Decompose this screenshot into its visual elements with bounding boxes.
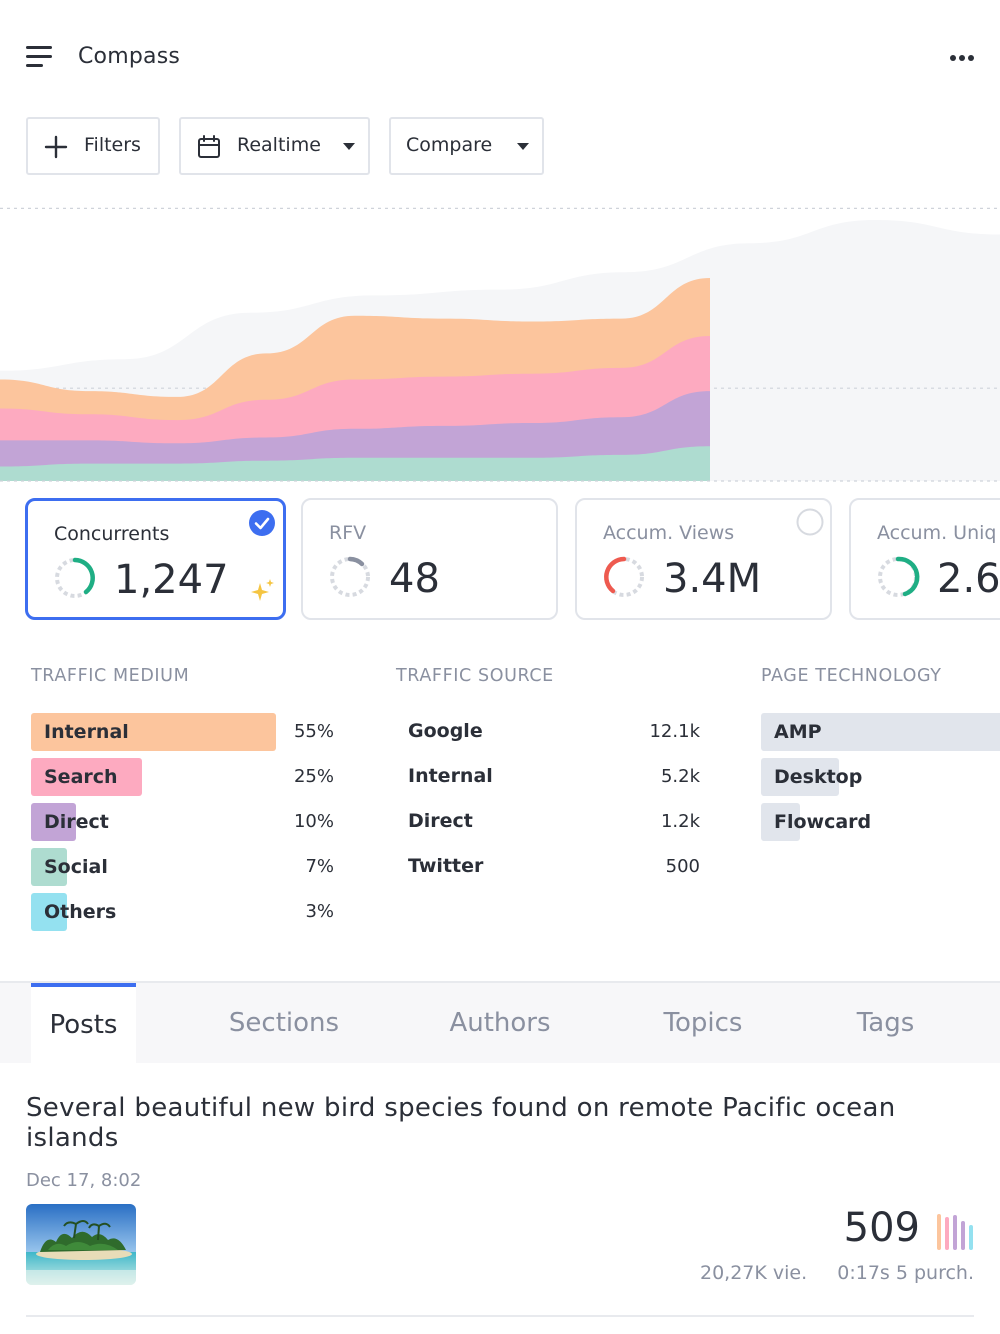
filters-label: Filters bbox=[84, 134, 141, 156]
medium-percent: 25% bbox=[293, 766, 334, 787]
medium-label: Internal bbox=[44, 721, 129, 743]
medium-bar-fill bbox=[31, 803, 76, 841]
series-area-social bbox=[0, 446, 710, 481]
tech-row-amp[interactable]: AMP bbox=[761, 713, 1000, 751]
medium-row-social[interactable]: Social bbox=[31, 848, 276, 886]
tab-authors[interactable]: Authors bbox=[449, 1008, 551, 1038]
gauge-icon bbox=[604, 556, 644, 597]
medium-bar-fill bbox=[31, 713, 276, 751]
medium-label: Others bbox=[44, 901, 117, 923]
page-technology-title: PAGE TECHNOLOGY bbox=[761, 666, 942, 686]
tech-row-desktop[interactable]: Desktop bbox=[761, 758, 1000, 796]
select-circle-icon[interactable] bbox=[796, 508, 824, 536]
menu-icon[interactable] bbox=[26, 46, 54, 72]
tech-label: Desktop bbox=[774, 766, 863, 788]
post-concurrents: 509 bbox=[843, 1205, 920, 1251]
kpi-card-rfv[interactable]: RFV 48 bbox=[301, 498, 558, 620]
more-options-icon[interactable] bbox=[946, 50, 978, 68]
kpi-label: RFV bbox=[329, 522, 367, 544]
source-value: 1.2k bbox=[660, 811, 700, 832]
post-date: Dec 17, 8:02 bbox=[26, 1170, 142, 1191]
medium-row-internal[interactable]: Internal bbox=[31, 713, 276, 751]
kpi-value: 3.4M bbox=[663, 556, 762, 602]
traffic-source-title: TRAFFIC SOURCE bbox=[396, 666, 554, 686]
post-title[interactable]: Several beautiful new bird species found… bbox=[26, 1093, 896, 1153]
kpi-label: Accum. Views bbox=[603, 522, 735, 544]
kpi-card-concurrents[interactable]: Concurrents 1,247 bbox=[25, 498, 286, 620]
kpi-label: Accum. Uniq bbox=[877, 522, 997, 544]
calendar-icon bbox=[198, 135, 220, 158]
realtime-dropdown[interactable]: Realtime bbox=[179, 117, 370, 175]
tab-tags[interactable]: Tags bbox=[856, 1008, 915, 1038]
realtime-label: Realtime bbox=[237, 134, 321, 156]
source-value: 12.1k bbox=[649, 721, 700, 742]
app-header: Compass bbox=[0, 0, 1000, 116]
gauge-icon bbox=[878, 556, 920, 597]
source-value: 500 bbox=[665, 856, 700, 877]
source-value: 5.2k bbox=[660, 766, 700, 787]
tab-sections[interactable]: Sections bbox=[228, 1008, 340, 1038]
source-name[interactable]: Internal bbox=[408, 765, 493, 787]
medium-percent: 3% bbox=[305, 901, 334, 922]
app-title: Compass bbox=[78, 44, 181, 69]
source-name[interactable]: Google bbox=[408, 720, 483, 742]
chevron-down-icon bbox=[517, 143, 529, 150]
post-views: 20,27K vie. bbox=[700, 1262, 808, 1284]
chevron-down-icon bbox=[343, 143, 355, 150]
kpi-value: 2.6M bbox=[937, 556, 1000, 602]
kpi-label: Concurrents bbox=[54, 523, 170, 545]
tech-bar-fill bbox=[761, 803, 800, 841]
medium-label: Search bbox=[44, 766, 118, 788]
tech-bar-fill bbox=[761, 713, 1000, 751]
gauge-icon bbox=[330, 556, 370, 597]
compare-dropdown[interactable]: Compare bbox=[389, 117, 544, 175]
post-time-purchases: 0:17s 5 purch. bbox=[837, 1262, 974, 1284]
medium-percent: 10% bbox=[293, 811, 334, 832]
traffic-medium-title: TRAFFIC MEDIUM bbox=[31, 666, 190, 686]
medium-label: Direct bbox=[44, 811, 109, 833]
bar-sparkline-icon bbox=[937, 1214, 973, 1250]
source-name[interactable]: Twitter bbox=[408, 855, 484, 877]
tech-label: AMP bbox=[774, 721, 822, 743]
plus-icon bbox=[44, 135, 68, 159]
source-name[interactable]: Direct bbox=[408, 810, 473, 832]
post-metrics: 20,27K vie. 0:17s 5 purch. bbox=[700, 1262, 974, 1284]
divider bbox=[26, 1315, 974, 1317]
filters-button[interactable]: Filters bbox=[26, 117, 160, 175]
content-tabs: Posts Sections Authors Topics Tags bbox=[0, 981, 1000, 1063]
check-circle-icon bbox=[249, 510, 275, 536]
kpi-card-accum-views[interactable]: Accum. Views 3.4M bbox=[575, 498, 832, 620]
tab-topics[interactable]: Topics bbox=[663, 1008, 743, 1038]
tab-posts[interactable]: Posts bbox=[31, 983, 136, 1063]
medium-percent: 7% bbox=[305, 856, 334, 877]
medium-label: Social bbox=[44, 856, 108, 878]
kpi-value: 48 bbox=[389, 556, 440, 602]
traffic-area-chart bbox=[0, 207, 1000, 482]
sparkle-icon bbox=[251, 579, 274, 601]
post-thumbnail[interactable] bbox=[26, 1204, 136, 1285]
tech-bar-fill bbox=[761, 758, 839, 796]
medium-row-others[interactable]: Others bbox=[31, 893, 276, 931]
medium-row-search[interactable]: Search bbox=[31, 758, 276, 796]
tech-row-flowcard[interactable]: Flowcard bbox=[761, 803, 1000, 841]
tech-label: Flowcard bbox=[774, 811, 872, 833]
kpi-card-accum-uniques[interactable]: Accum. Uniq 2.6M bbox=[849, 498, 1000, 620]
medium-row-direct[interactable]: Direct bbox=[31, 803, 276, 841]
medium-bar-fill bbox=[31, 758, 142, 796]
kpi-value: 1,247 bbox=[114, 557, 229, 603]
medium-bar-fill bbox=[31, 848, 67, 886]
gauge-icon bbox=[55, 557, 95, 598]
medium-percent: 55% bbox=[293, 721, 334, 742]
compare-label: Compare bbox=[406, 134, 493, 156]
medium-bar-fill bbox=[31, 893, 67, 931]
